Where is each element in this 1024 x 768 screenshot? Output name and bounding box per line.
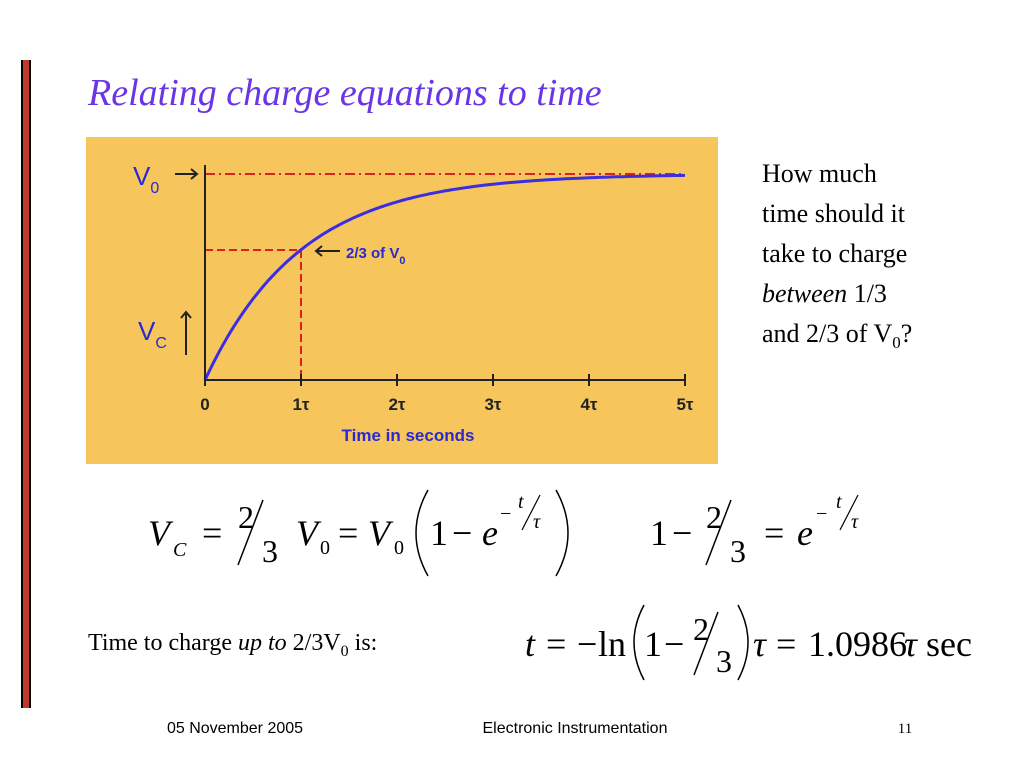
statement: Time to charge up to 2/3V0 is: xyxy=(88,630,377,660)
eq-symbol: τ xyxy=(904,624,918,664)
x-tick-label: 1τ xyxy=(292,395,309,414)
annotation-arrow xyxy=(314,245,340,257)
annotation-text: 2/3 of V xyxy=(346,245,399,262)
eq-denominator: 3 xyxy=(716,643,732,679)
footer-date: 05 November 2005 xyxy=(167,720,303,737)
statement-value: 2/3V xyxy=(287,630,342,656)
footer-page: 11 xyxy=(898,721,912,737)
v0-label-sub: 0 xyxy=(150,180,159,197)
x-label: Time in seconds xyxy=(342,426,475,445)
annotation: 2/3 of V0 xyxy=(346,245,405,267)
x-tick-label: 0 xyxy=(200,395,209,414)
side-bar xyxy=(22,60,30,708)
eq-sub: C xyxy=(173,539,187,561)
eq-unit: sec xyxy=(926,624,972,664)
equation-1: V C = 2 3 V 0 = V 0 1 − e − t τ xyxy=(148,489,569,577)
fraction-slash xyxy=(521,494,541,531)
eq-denominator: 3 xyxy=(262,533,278,569)
charge-curve xyxy=(203,173,686,381)
question-line: take to charge xyxy=(762,239,907,268)
question-line: How much xyxy=(762,159,877,188)
slide-title: Relating charge equations to time xyxy=(87,72,602,114)
footer-course: Electronic Instrumentation xyxy=(483,720,668,737)
annotation-sub: 0 xyxy=(399,255,405,267)
eq-symbol: V xyxy=(296,513,322,553)
eq-exp-sign: − xyxy=(500,503,511,525)
eq-operator: − xyxy=(664,624,684,664)
paren xyxy=(555,489,569,577)
eq-operator: = xyxy=(202,513,222,553)
eq-denominator: 3 xyxy=(730,533,746,569)
fraction-slash xyxy=(705,499,732,566)
eq-operator: − xyxy=(672,513,692,553)
eq-operator: = xyxy=(546,624,566,664)
question-line: time should it xyxy=(762,199,906,228)
eq-function: ln xyxy=(598,624,626,664)
eq-symbol: V xyxy=(368,513,394,553)
eq-operator: = xyxy=(764,513,784,553)
paren xyxy=(737,604,749,681)
v0-label-text: V xyxy=(133,161,151,191)
question-line: and 2/3 of V xyxy=(762,319,892,348)
paren xyxy=(415,489,429,577)
question-end: ? xyxy=(901,319,913,348)
eq-numerator: 2 xyxy=(238,499,254,535)
x-tick-label: 2τ xyxy=(388,395,405,414)
eq-operator: = xyxy=(338,513,358,553)
figure-background xyxy=(86,137,718,464)
eq-symbol: t xyxy=(525,624,536,664)
eq-number: 1.0986 xyxy=(808,624,907,664)
x-ticks: 0 1τ 2τ 3τ 4τ 5τ xyxy=(200,374,694,414)
eq-number: 1 xyxy=(430,513,448,553)
fraction-slash xyxy=(693,611,719,676)
x-tick-label: 4τ xyxy=(580,395,597,414)
vc-arrow xyxy=(180,310,192,355)
eq-sub: 0 xyxy=(394,537,404,559)
equation-2: 1 − 2 3 = e − t τ xyxy=(650,491,859,569)
statement-sub: 0 xyxy=(341,643,349,660)
eq-sub: 0 xyxy=(320,537,330,559)
vc-label: VC xyxy=(138,316,167,352)
eq-operator: − xyxy=(452,513,472,553)
eq-exp-sign: − xyxy=(816,503,827,525)
eq-exp-num: t xyxy=(836,491,842,513)
eq-symbol: e xyxy=(482,513,498,553)
question-rest: 1/3 xyxy=(847,279,887,308)
eq-number: 1 xyxy=(650,513,668,553)
figure: 0 1τ 2τ 3τ 4τ 5τ V0 VC 2/3 of V0 Time in seco… xyxy=(86,137,718,464)
eq-operator: = xyxy=(776,624,796,664)
eq-numerator: 2 xyxy=(693,611,709,647)
eq-operator: − xyxy=(577,624,597,664)
eq-number: 1 xyxy=(644,624,662,664)
eq-exp-den: τ xyxy=(533,511,541,533)
eq-exp-den: τ xyxy=(851,511,859,533)
fraction-slash xyxy=(839,494,859,531)
question: How much time should it take to charge b… xyxy=(762,159,914,352)
statement-text: Time to charge xyxy=(88,630,238,656)
question-emphasis: between xyxy=(762,279,847,308)
eq-symbol: τ xyxy=(753,624,767,664)
v0-arrow xyxy=(175,168,199,180)
eq-symbol: V xyxy=(148,513,174,553)
eq-numerator: 2 xyxy=(706,499,722,535)
eq-exp-num: t xyxy=(518,491,524,513)
x-tick-label: 5τ xyxy=(676,395,693,414)
eq-symbol: e xyxy=(797,513,813,553)
v0-label: V0 xyxy=(133,161,159,197)
x-tick-label: 3τ xyxy=(484,395,501,414)
statement-emphasis: up to xyxy=(238,630,287,656)
vc-label-text: V xyxy=(138,316,156,346)
question-sub: 0 xyxy=(892,333,901,352)
statement-end: is: xyxy=(349,630,378,656)
paren xyxy=(633,604,645,681)
vc-label-sub: C xyxy=(155,335,167,352)
equation-3: t = − ln 1 − 2 3 τ = 1.0986 τ sec xyxy=(525,604,972,681)
fraction-slash xyxy=(237,499,264,566)
